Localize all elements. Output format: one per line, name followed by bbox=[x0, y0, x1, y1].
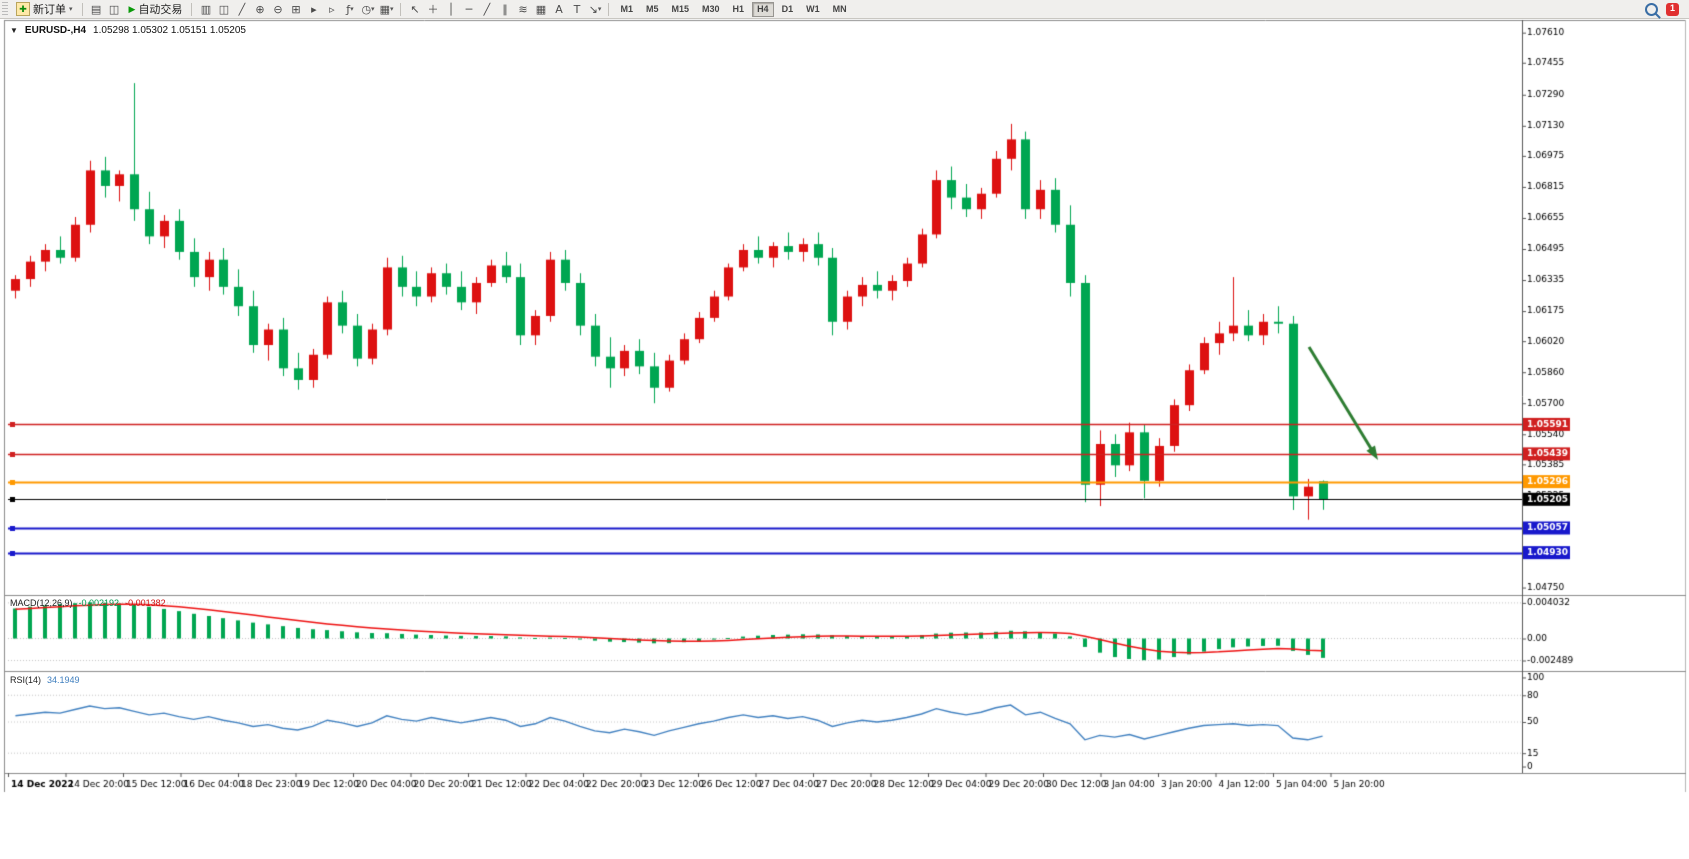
horizontal-line-1.05205[interactable] bbox=[8, 496, 1520, 502]
toolbar-separator bbox=[400, 2, 402, 16]
chart-title: ▼ EURUSD-,H4 1.05298 1.05302 1.05151 1.0… bbox=[10, 25, 246, 36]
timeframe-m15-button[interactable]: M15 bbox=[667, 2, 695, 17]
timeframe-mn-button[interactable]: MN bbox=[828, 2, 852, 17]
fibonacci-icon[interactable]: ≋ bbox=[514, 1, 531, 17]
text-icon[interactable]: A bbox=[550, 1, 567, 17]
pane-separator-macd[interactable] bbox=[4, 593, 1686, 598]
toolbar-right-group: 1 bbox=[1645, 2, 1689, 16]
draw-tools-group: ↖ ＋ │ ─ ╱ ∥ ≋ ▦ A T ↘ ▾ bbox=[406, 1, 603, 17]
main-toolbar: ✚ 新订单 ▾ ▤ ◫ ▶ 自动交易 ▥ ◫ ╱ ⊕ ⊖ ⊞ ▸ ▹ ƒ ▾ ◷ ▾ ▦ ▾ ↖ ＋ │ ─ ╱ ∥ ≋… bbox=[0, 0, 1689, 19]
macd-label: MACD(12,26,9) -0.002192 -0.001382 bbox=[10, 598, 166, 608]
chart-tools-group: ▥ ◫ ╱ ⊕ ⊖ ⊞ ▸ ▹ ƒ ▾ ◷ ▾ ▦ ▾ bbox=[197, 1, 395, 17]
chevron-down-icon: ▾ bbox=[350, 5, 354, 13]
trend-arrow-annotation[interactable] bbox=[1300, 340, 1392, 470]
toolbar-grip[interactable] bbox=[2, 2, 8, 16]
chevron-down-icon: ▾ bbox=[371, 5, 375, 13]
timeframe-w1-button[interactable]: W1 bbox=[801, 2, 825, 17]
vertical-line-icon[interactable]: │ bbox=[442, 1, 459, 17]
crosshair-icon[interactable]: ＋ bbox=[424, 1, 441, 17]
auto-trading-button[interactable]: ▶ 自动交易 bbox=[125, 1, 187, 17]
new-order-label: 新订单 bbox=[33, 4, 66, 16]
time-axis[interactable] bbox=[8, 775, 1520, 791]
auto-trading-label: 自动交易 bbox=[138, 4, 183, 16]
new-order-button[interactable]: ✚ 新订单 ▾ bbox=[12, 1, 77, 17]
candlestick-chart-icon[interactable]: ◫ bbox=[215, 1, 232, 17]
profiles-icon[interactable]: ◫ bbox=[106, 1, 123, 17]
indicators-icon[interactable]: ƒ ▾ bbox=[341, 1, 358, 17]
rsi-value: 34.1949 bbox=[47, 675, 80, 685]
timeframe-h1-button[interactable]: H1 bbox=[728, 2, 750, 17]
chevron-down-icon: ▾ bbox=[69, 6, 73, 13]
macd-name: MACD(12,26,9) bbox=[10, 598, 73, 608]
timeframe-m5-button[interactable]: M5 bbox=[641, 2, 664, 17]
cursor-icon[interactable]: ↖ bbox=[406, 1, 423, 17]
charts-icon[interactable]: ▤ bbox=[88, 1, 105, 17]
auto-scroll-icon[interactable]: ▸ bbox=[305, 1, 322, 17]
horizontal-line-1.05296[interactable] bbox=[8, 479, 1520, 485]
chart-shift-icon[interactable]: ▹ bbox=[323, 1, 340, 17]
periods-icon[interactable]: ◷ ▾ bbox=[361, 2, 375, 16]
chevron-down-icon: ▾ bbox=[389, 5, 394, 13]
play-icon: ▶ bbox=[128, 3, 136, 14]
notification-badge[interactable]: 1 bbox=[1666, 2, 1679, 16]
timeframe-h4-button[interactable]: H4 bbox=[752, 1, 774, 17]
new-order-icon: ✚ bbox=[16, 2, 30, 16]
macd-main-value: -0.002192 bbox=[78, 598, 120, 608]
chevron-down-icon: ▾ bbox=[597, 5, 602, 13]
timeframe-d1-button[interactable]: D1 bbox=[777, 2, 799, 17]
search-icon[interactable] bbox=[1645, 2, 1658, 16]
tile-windows-icon[interactable]: ⊞ bbox=[287, 1, 304, 17]
horizontal-line-1.05057[interactable] bbox=[8, 525, 1520, 531]
collapse-triangle-icon[interactable]: ▼ bbox=[10, 26, 18, 35]
ohlc-values: 1.05298 1.05302 1.05151 1.05205 bbox=[93, 25, 246, 36]
channel-icon[interactable]: ∥ bbox=[496, 1, 513, 17]
line-chart-icon[interactable]: ╱ bbox=[233, 1, 250, 17]
timeframe-m30-button[interactable]: M30 bbox=[697, 2, 725, 17]
symbol-period-label: EURUSD-,H4 bbox=[24, 25, 87, 36]
bar-chart-icon[interactable]: ▥ bbox=[197, 1, 214, 17]
horizontal-line-1.05439[interactable] bbox=[8, 451, 1520, 457]
timeframe-m1-button[interactable]: M1 bbox=[615, 2, 638, 17]
horizontal-line-1.04930[interactable] bbox=[8, 550, 1520, 556]
templates-icon[interactable]: ▦ ▾ bbox=[379, 2, 394, 16]
horizontal-line-icon[interactable]: ─ bbox=[460, 1, 477, 17]
macd-signal-value: -0.001382 bbox=[125, 598, 166, 608]
window-tools-group: ▤ ◫ bbox=[88, 1, 123, 17]
zoom-in-icon[interactable]: ⊕ bbox=[251, 1, 268, 17]
timeframes-group: M1 M5 M15 M30 H1 H4 D1 W1 MN bbox=[614, 1, 852, 17]
toolbar-separator bbox=[191, 2, 193, 16]
price-axis[interactable] bbox=[1522, 22, 1586, 773]
rsi-name: RSI(14) bbox=[10, 675, 42, 685]
rsi-label: RSI(14) 34.1949 bbox=[10, 675, 80, 685]
zoom-out-icon[interactable]: ⊖ bbox=[269, 1, 286, 17]
toolbar-separator bbox=[81, 2, 83, 16]
pane-separator-rsi[interactable] bbox=[4, 669, 1686, 674]
grid-icon[interactable]: ▦ bbox=[532, 1, 549, 17]
trendline-icon[interactable]: ╱ bbox=[478, 1, 495, 17]
horizontal-line-1.05591[interactable] bbox=[8, 421, 1520, 427]
arrows-icon[interactable]: ↘ ▾ bbox=[586, 1, 603, 17]
toolbar-separator bbox=[608, 2, 610, 16]
label-icon[interactable]: T bbox=[568, 1, 585, 17]
